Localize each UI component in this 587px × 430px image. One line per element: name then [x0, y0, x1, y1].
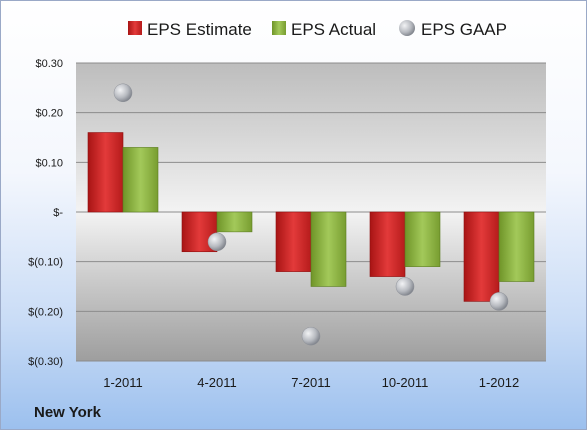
y-tick-label: $0.10: [35, 157, 63, 169]
eps-gaap-marker: [395, 277, 415, 296]
eps-estimate-bar: [463, 211, 500, 302]
footer-label: New York: [34, 404, 102, 421]
y-tick-label: $0.30: [35, 58, 63, 70]
x-tick-label: 1-2012: [479, 375, 519, 390]
eps-estimate-bar: [275, 211, 312, 272]
legend-label-estimate: EPS Estimate: [147, 20, 252, 39]
eps-actual-bar: [216, 211, 253, 233]
bars: [87, 132, 535, 302]
legend-marker-gaap: [399, 20, 415, 36]
y-tick-label: $0.20: [35, 108, 63, 120]
eps-gaap-marker: [489, 292, 509, 311]
eps-estimate-bar: [87, 132, 124, 213]
y-tick-label: $(0.30): [28, 356, 63, 368]
eps-estimate-bar: [369, 211, 406, 277]
y-tick-label: $(0.20): [28, 306, 63, 318]
eps-actual-bar: [498, 211, 535, 282]
x-tick-label: 10-2011: [382, 375, 429, 390]
eps-gaap-marker: [301, 326, 321, 346]
legend-label-actual: EPS Actual: [291, 20, 376, 39]
y-tick-label: $-: [53, 207, 63, 219]
legend: EPS Estimate EPS Actual EPS GAAP: [128, 20, 507, 39]
gaap-markers: [113, 83, 509, 346]
y-tick-label: $(0.10): [28, 257, 63, 269]
x-tick-label: 4-2011: [197, 375, 237, 390]
eps-gaap-marker: [113, 83, 133, 103]
eps-gaap-marker: [207, 232, 227, 252]
x-tick-label: 7-2011: [291, 375, 331, 390]
eps-actual-bar: [310, 211, 347, 287]
legend-label-gaap: EPS GAAP: [421, 20, 507, 39]
legend-swatch-actual: [272, 21, 286, 35]
eps-actual-bar: [122, 147, 159, 213]
x-tick-label: 1-2011: [103, 375, 143, 390]
y-axis-ticks: $0.30 $0.20 $0.10 $- $(0.10) $(0.20) $(0.30): [28, 58, 63, 368]
eps-actual-bar: [404, 211, 441, 267]
x-axis-ticks: 1-2011 4-2011 7-2011 10-2011 1-2012: [103, 375, 519, 390]
legend-swatch-estimate: [128, 21, 142, 35]
